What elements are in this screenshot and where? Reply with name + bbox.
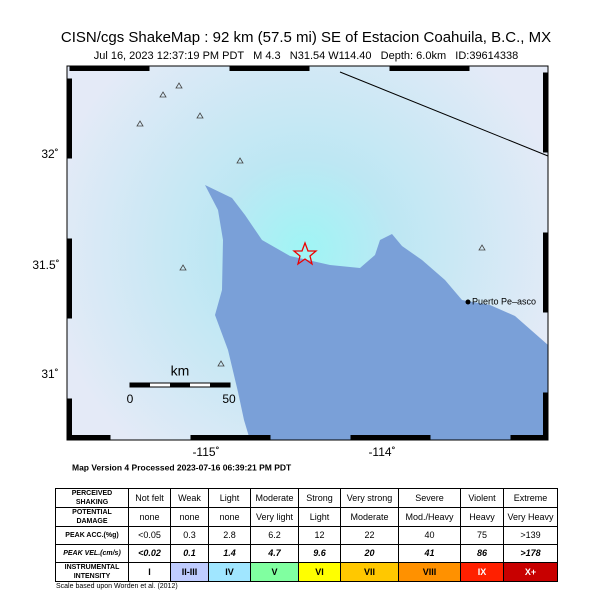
table-cell: 0.3 <box>170 526 209 545</box>
row-header: INSTRUMENTAL INTENSITY <box>55 562 129 582</box>
table-cell: V <box>250 562 299 582</box>
table-cell: I <box>128 562 171 582</box>
table-cell: 22 <box>340 526 399 545</box>
frame-ticks <box>67 66 548 440</box>
row-header: PERCEIVED SHAKING <box>55 488 129 508</box>
table-cell: <0.05 <box>128 526 171 545</box>
table-cell: none <box>208 507 251 527</box>
footnote: Scale based upon Worden et al. (2012) <box>56 583 178 590</box>
table-cell: Very Heavy <box>503 507 558 527</box>
table-cell: Severe <box>398 488 461 508</box>
place-marker <box>465 299 471 305</box>
table-cell: Strong <box>298 488 341 508</box>
table-cell: 2.8 <box>208 526 251 545</box>
table-cell: Moderate <box>340 507 399 527</box>
gulf <box>205 185 548 440</box>
row-header: PEAK VEL.(cm/s) <box>55 544 129 563</box>
table-row: PERCEIVED SHAKING Not felt Weak Light Modera… <box>55 488 558 508</box>
table-cell: VII <box>340 562 399 582</box>
table-cell: 12 <box>298 526 341 545</box>
epicenter <box>292 241 318 266</box>
table-cell: Not felt <box>128 488 171 508</box>
version: Map Version 4 Processed 2023-07-16 06:39… <box>72 462 292 472</box>
place-label: Puerto Pe–asco <box>472 296 536 306</box>
subtitle: Jul 16, 2023 12:37:19 PM PDT M 4.3 N31.5… <box>94 50 519 62</box>
row-header: PEAK ACC.(%g) <box>55 526 129 545</box>
table-cell: VIII <box>398 562 461 582</box>
lat-label: 31˚ <box>41 367 58 381</box>
table-cell: Light <box>298 507 341 527</box>
table-cell: 1.4 <box>208 544 251 563</box>
table-cell: 41 <box>398 544 461 563</box>
title: CISN/cgs ShakeMap : 92 km (57.5 mi) SE o… <box>61 29 551 46</box>
table-cell: 9.6 <box>298 544 341 563</box>
table-cell: VI <box>298 562 341 582</box>
table-cell: X+ <box>503 562 558 582</box>
table-cell: Light <box>208 488 251 508</box>
table-cell: 0.1 <box>170 544 209 563</box>
table-cell: none <box>128 507 171 527</box>
table-cell: >139 <box>503 526 558 545</box>
table-cell: Weak <box>170 488 209 508</box>
table-cell: Moderate <box>250 488 299 508</box>
table-row: PEAK ACC.(%g) <0.05 0.3 2.8 6.2 12 22 40 75 >139 <box>55 526 558 545</box>
table-cell: 86 <box>460 544 504 563</box>
table-row: INSTRUMENTAL INTENSITY I II-III IV V VI VII VII… <box>55 562 558 582</box>
lat-label: 32˚ <box>41 147 58 161</box>
intensity-table: PERCEIVED SHAKING Not felt Weak Light Modera… <box>55 488 558 582</box>
table-row: POTENTIAL DAMAGE none none none Very light Li… <box>55 507 558 527</box>
border-line <box>339 71 549 157</box>
table-cell: 40 <box>398 526 461 545</box>
scale-tick: 0 <box>127 392 134 406</box>
table-cell: IV <box>208 562 251 582</box>
table-cell: 75 <box>460 526 504 545</box>
table-cell: IX <box>460 562 504 582</box>
table-cell: Very light <box>250 507 299 527</box>
table-cell: Extreme <box>503 488 558 508</box>
table-cell: none <box>170 507 209 527</box>
stations <box>136 82 486 367</box>
table-cell: <0.02 <box>128 544 171 563</box>
table-row: PEAK VEL.(cm/s) <0.02 0.1 1.4 4.7 9.6 20 41 86 >1… <box>55 544 558 563</box>
table-cell: Very strong <box>340 488 399 508</box>
lon-label: -115˚ <box>192 445 219 459</box>
table-cell: >178 <box>503 544 558 563</box>
table-cell: Mod./Heavy <box>398 507 461 527</box>
scale-tick: 50 <box>222 392 236 406</box>
table-cell: Heavy <box>460 507 504 527</box>
lat-label: 31.5˚ <box>32 258 59 272</box>
table-cell: II-III <box>170 562 209 582</box>
table-cell: 20 <box>340 544 399 563</box>
table-cell: 4.7 <box>250 544 299 563</box>
scale-segments <box>130 383 230 387</box>
row-header: POTENTIAL DAMAGE <box>55 507 129 527</box>
table-cell: Violent <box>460 488 504 508</box>
table-cell: 6.2 <box>250 526 299 545</box>
scale-unit: km <box>171 363 190 379</box>
lon-label: -114˚ <box>368 445 395 459</box>
